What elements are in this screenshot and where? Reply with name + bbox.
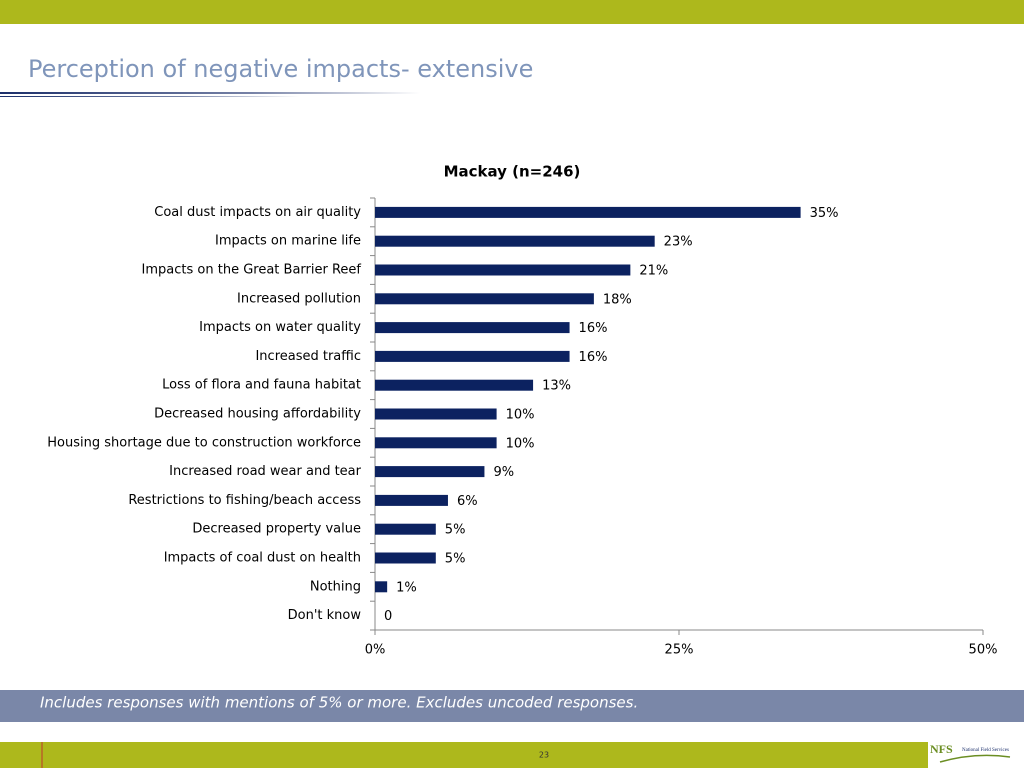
category-label: Impacts on the Great Barrier Reef [142, 263, 362, 278]
category-label: Decreased property value [192, 522, 361, 537]
category-label: Impacts of coal dust on health [164, 551, 361, 566]
value-label: 10% [506, 408, 535, 423]
bar [375, 581, 388, 593]
plot: 0% 25% 50% Coal dust impacts on air quality… [47, 197, 998, 658]
bar [375, 322, 570, 334]
value-label: 9% [493, 465, 514, 480]
value-label: 1% [396, 580, 417, 595]
value-label: 21% [639, 264, 668, 279]
logo-swoosh [939, 754, 1011, 763]
category-label: Impacts on water quality [199, 320, 361, 335]
top-band [0, 0, 1024, 24]
slide-title: Perception of negative impacts- extensiv… [28, 55, 533, 83]
category-label: Coal dust impacts on air quality [154, 205, 361, 220]
bar [375, 523, 436, 535]
bar [375, 466, 485, 478]
category-label: Loss of flora and fauna habitat [162, 378, 361, 393]
bar [375, 350, 570, 362]
category-label: Restrictions to fishing/beach access [128, 493, 361, 508]
value-label: 23% [664, 235, 693, 250]
category-label: Don't know [288, 608, 362, 623]
value-label: 0 [384, 609, 392, 624]
x-tick-label: 50% [969, 643, 998, 658]
bar [375, 293, 594, 305]
bar [375, 552, 436, 564]
logo: NFS [930, 742, 953, 756]
logo-subtitle: National Field Services [962, 748, 1009, 753]
page-number: 23 [539, 751, 549, 760]
value-label: 13% [542, 379, 571, 394]
category-label: Impacts on marine life [215, 234, 361, 249]
category-label: Housing shortage due to construction wor… [47, 435, 361, 450]
note: Includes responses with mentions of 5% o… [40, 694, 638, 712]
chart-title: Mackay (n=246) [444, 163, 581, 181]
x-tick-label: 0% [365, 643, 386, 658]
x-tick-label: 25% [665, 643, 694, 658]
bar [375, 494, 448, 506]
bar [375, 408, 497, 420]
category-label: Nothing [310, 579, 361, 594]
title-rule [0, 96, 300, 97]
category-label: Increased pollution [237, 291, 361, 306]
value-label: 16% [579, 350, 608, 365]
title-rule [0, 92, 420, 94]
bar [375, 264, 631, 276]
bar [375, 235, 655, 247]
category-label: Increased traffic [255, 349, 361, 364]
bottom-band [0, 742, 1024, 768]
value-label: 35% [810, 206, 839, 221]
value-label: 5% [445, 523, 466, 538]
value-label: 6% [457, 494, 478, 509]
value-label: 18% [603, 292, 632, 307]
note-band [0, 690, 1024, 722]
bar [375, 206, 801, 218]
value-label: 16% [579, 321, 608, 336]
value-label: 10% [506, 436, 535, 451]
value-label: 5% [445, 552, 466, 567]
bar [375, 379, 534, 391]
bar [375, 437, 497, 449]
category-label: Decreased housing affordability [154, 407, 361, 422]
category-label: Increased road wear and tear [169, 464, 361, 479]
